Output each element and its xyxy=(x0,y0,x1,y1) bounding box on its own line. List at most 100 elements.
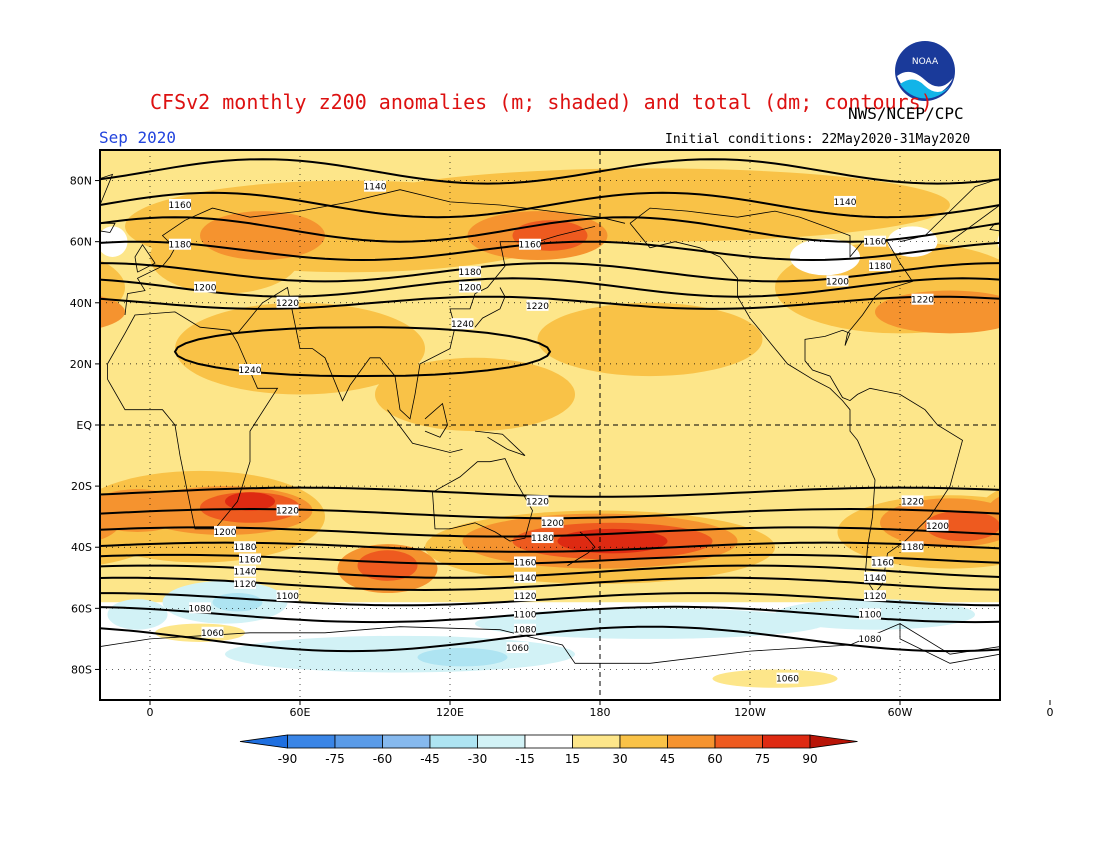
noaa-logo: NOAA xyxy=(894,40,956,102)
coastline xyxy=(100,173,114,206)
contour-label: 1200 xyxy=(926,519,949,532)
coastline xyxy=(474,287,506,328)
y-tick-label: 40S xyxy=(71,541,92,554)
anomaly-region xyxy=(100,489,188,532)
anomaly-region xyxy=(0,599,75,630)
colorbar-label: -45 xyxy=(420,752,440,766)
svg-text:1180: 1180 xyxy=(459,268,482,278)
colorbar-label: -90 xyxy=(278,752,298,766)
svg-text:1080: 1080 xyxy=(514,626,537,636)
axis-labels: 0 60E 120E 180 120W 60W 0 80N 60N 40N 20N EQ 20S 40S 6… xyxy=(70,175,1054,719)
x-tick-label: 0 xyxy=(147,706,154,719)
svg-text:1200: 1200 xyxy=(214,528,237,538)
colorbar: -90 -75 -60 -45 -30 -15 15 30 45 60 75 90 xyxy=(239,734,858,766)
height-contour xyxy=(100,191,1000,219)
coastline xyxy=(100,622,1000,664)
colorbar-swatch xyxy=(477,734,526,749)
height-contour xyxy=(100,625,1000,653)
contour-label: 1200 xyxy=(826,275,849,287)
x-tick-label: 60E xyxy=(290,706,311,719)
contour-label: 1180 xyxy=(169,238,192,251)
y-tick-label: 80S xyxy=(71,663,92,676)
colorbar-label: 90 xyxy=(802,752,817,766)
height-contour xyxy=(100,295,1000,310)
height-contour-1240 xyxy=(173,326,552,378)
anomaly-region xyxy=(875,290,1000,334)
contour-label: 1180 xyxy=(901,541,924,553)
contour-label: 1140 xyxy=(514,571,537,584)
contour-label: 1080 xyxy=(514,623,537,636)
svg-text:1080: 1080 xyxy=(189,604,212,614)
colorbar-label: 30 xyxy=(612,752,627,766)
x-tick-label: 0 xyxy=(1047,706,1054,719)
svg-text:1140: 1140 xyxy=(834,198,857,208)
contour-label: 1180 xyxy=(531,532,554,544)
anomaly-region xyxy=(100,296,125,328)
coastline xyxy=(107,311,279,530)
contour-label: 1080 xyxy=(189,602,212,614)
svg-text:1140: 1140 xyxy=(234,568,257,578)
anomaly-region xyxy=(537,302,763,377)
noaa-logo-text: NOAA xyxy=(912,57,939,67)
height-contour xyxy=(100,277,1000,298)
x-tick-label: 120W xyxy=(734,706,766,719)
contour-labels: 1140 1160 1180 1200 1220 1240 1240 1160 1180 1200… xyxy=(169,180,949,685)
svg-text:1120: 1120 xyxy=(234,580,257,590)
contour-label: 1200 xyxy=(459,281,482,294)
svg-text:1120: 1120 xyxy=(514,592,537,602)
svg-text:1220: 1220 xyxy=(911,296,934,306)
svg-text:1160: 1160 xyxy=(864,238,887,248)
contour-label: 1220 xyxy=(526,299,549,312)
anomaly-region xyxy=(1038,486,1100,535)
svg-text:1200: 1200 xyxy=(826,277,849,287)
colorbar-label: 75 xyxy=(755,752,770,766)
colorbar-swatch xyxy=(287,734,336,749)
svg-text:1160: 1160 xyxy=(519,241,542,251)
height-contour xyxy=(100,262,1000,283)
svg-text:1200: 1200 xyxy=(194,284,217,294)
contour-label: 1100 xyxy=(859,608,882,620)
coastline xyxy=(0,208,63,593)
contour-label: 1060 xyxy=(506,642,529,654)
coastline xyxy=(100,654,101,655)
contour-label: 1160 xyxy=(514,556,537,569)
contour-label: 1240 xyxy=(239,364,262,376)
anomaly-region xyxy=(225,635,575,673)
svg-text:1220: 1220 xyxy=(276,507,299,517)
colorbar-swatch xyxy=(382,734,431,749)
svg-text:1200: 1200 xyxy=(459,284,482,294)
anomaly-region xyxy=(0,168,50,241)
height-contour xyxy=(100,592,1000,607)
colorbar-label: -15 xyxy=(515,752,535,766)
colorbar-low-arrow xyxy=(239,734,288,749)
svg-text:1100: 1100 xyxy=(514,610,537,620)
contour-label: 1140 xyxy=(234,565,257,578)
colorbar-swatch xyxy=(667,734,716,749)
coastline xyxy=(1025,190,1100,315)
height-contour xyxy=(100,216,1000,243)
colorbar-label: -75 xyxy=(325,752,345,766)
contour-label: 1100 xyxy=(514,608,537,620)
anomaly-region xyxy=(25,511,100,542)
anomaly-region xyxy=(1075,303,1100,395)
y-tick-label: 40N xyxy=(70,297,92,310)
anomaly-region xyxy=(107,599,168,630)
svg-text:1180: 1180 xyxy=(531,534,554,544)
svg-text:1200: 1200 xyxy=(541,519,564,529)
anomaly-region xyxy=(357,550,418,581)
colorbar-label: -30 xyxy=(468,752,488,766)
contour-label: 1200 xyxy=(194,281,217,294)
contour-label: 1220 xyxy=(276,504,299,517)
y-tick-label: 80N xyxy=(70,175,92,188)
height-contour xyxy=(100,158,1000,185)
colorbar-swatch xyxy=(429,734,478,749)
anomaly-region xyxy=(1008,599,1068,630)
svg-text:1160: 1160 xyxy=(514,559,537,569)
svg-text:1120: 1120 xyxy=(864,592,887,602)
svg-text:1180: 1180 xyxy=(901,543,924,553)
initial-conditions-label: Initial conditions: 22May2020-31May2020 xyxy=(665,132,971,147)
svg-text:1140: 1140 xyxy=(864,574,887,584)
anomaly-region xyxy=(1063,581,1100,624)
svg-text:1220: 1220 xyxy=(276,299,299,309)
